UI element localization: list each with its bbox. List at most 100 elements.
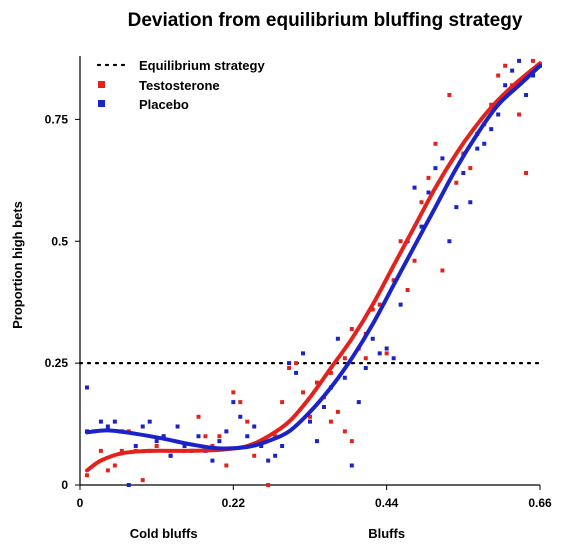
testosterone-point <box>377 302 382 307</box>
placebo-point <box>133 444 138 448</box>
legend-swatch-placebo <box>98 100 105 107</box>
placebo-point <box>321 405 326 409</box>
placebo-point <box>398 302 403 307</box>
placebo-point <box>335 336 340 341</box>
placebo-point <box>168 453 173 458</box>
placebo-point <box>531 73 536 78</box>
placebo-point <box>126 483 131 487</box>
placebo-point <box>496 112 501 117</box>
testosterone-point <box>454 180 459 185</box>
y-tick-label: 0.25 <box>45 356 69 370</box>
placebo-point <box>287 361 292 366</box>
x-ticks: 0 0.22 0.44 0.66 <box>77 485 552 510</box>
placebo-point <box>433 166 438 171</box>
placebo-point <box>98 419 103 424</box>
placebo-point <box>196 434 201 439</box>
testosterone-point <box>440 268 445 273</box>
testosterone-point <box>433 141 438 146</box>
placebo-point <box>161 434 166 439</box>
placebo-point <box>440 156 445 161</box>
placebo-point <box>273 453 278 458</box>
testosterone-point <box>405 288 410 292</box>
placebo-point <box>377 351 382 356</box>
x-tick-label: 0 <box>77 496 84 510</box>
placebo-point <box>356 400 361 405</box>
testosterone-point <box>266 483 271 487</box>
testosterone-point <box>98 448 103 453</box>
placebo-point <box>468 200 473 205</box>
testosterone-point <box>231 390 236 395</box>
testosterone-point <box>238 400 243 405</box>
placebo-point <box>412 185 417 190</box>
testosterone-point <box>349 439 354 444</box>
placebo-point <box>154 439 159 444</box>
testosterone-point <box>384 351 389 356</box>
testosterone-point <box>119 448 124 453</box>
testosterone-point <box>84 473 89 478</box>
testosterone-point <box>217 434 222 439</box>
placebo-point <box>210 458 215 463</box>
testosterone-point <box>224 463 229 468</box>
region-label: Cold bluffs <box>130 526 198 541</box>
placebo-point <box>391 356 396 361</box>
testosterone-point <box>328 419 333 424</box>
placebo-point <box>503 83 508 88</box>
placebo-point <box>84 385 89 390</box>
placebo-point <box>175 424 180 429</box>
testosterone-point <box>503 63 508 68</box>
placebo-point <box>294 370 299 375</box>
fit-curves <box>85 61 542 473</box>
testosterone-point <box>496 73 501 78</box>
data-points <box>84 58 542 487</box>
placebo-point <box>510 68 515 73</box>
testosterone-point <box>342 429 347 434</box>
placebo-point <box>252 424 257 429</box>
placebo-point <box>517 58 522 63</box>
placebo-point <box>475 146 480 151</box>
placebo-point <box>524 93 529 97</box>
testosterone-point <box>468 166 473 171</box>
x-tick-label: 0.44 <box>375 496 399 510</box>
placebo-point <box>245 434 250 439</box>
testosterone-point <box>287 366 292 370</box>
testosterone-point <box>419 200 424 205</box>
testosterone-point <box>524 171 529 175</box>
placebo-point <box>426 190 431 195</box>
placebo-point <box>238 414 243 419</box>
placebo-point <box>301 351 306 356</box>
testosterone-point <box>349 327 354 331</box>
placebo-point <box>314 439 319 444</box>
testosterone-point <box>328 370 333 375</box>
legend-swatch-testosterone <box>98 81 105 88</box>
testosterone-point <box>391 278 396 283</box>
x-tick-label: 0.66 <box>528 496 552 510</box>
testosterone-point <box>398 239 403 244</box>
chart-title: Deviation from equilibrium bluffing stra… <box>128 10 523 31</box>
placebo-point <box>419 224 424 229</box>
testosterone-point <box>203 434 208 439</box>
placebo-point <box>308 419 312 424</box>
testosterone-point <box>308 414 312 419</box>
placebo-point <box>224 429 229 434</box>
testosterone-point <box>301 390 306 395</box>
placebo-point <box>461 171 466 175</box>
y-tick-label: 0.5 <box>51 234 68 248</box>
placebo-point <box>217 439 222 444</box>
placebo-point <box>384 346 389 351</box>
testosterone-point <box>363 356 368 361</box>
region-label: Bluffs <box>368 526 405 541</box>
testosterone-fit-curve <box>85 61 542 473</box>
legend-label: Placebo <box>139 97 189 112</box>
testosterone-point <box>342 356 347 361</box>
testosterone-point <box>280 400 285 405</box>
testosterone-point <box>112 463 117 468</box>
y-tick-label: 0.75 <box>45 112 69 126</box>
legend-label: Equilibrium strategy <box>139 58 265 73</box>
testosterone-point <box>245 419 250 424</box>
placebo-point <box>349 463 354 468</box>
testosterone-point <box>370 307 375 312</box>
testosterone-point <box>252 453 257 458</box>
x-tick-label: 0.22 <box>222 496 246 510</box>
testosterone-point <box>196 414 201 419</box>
